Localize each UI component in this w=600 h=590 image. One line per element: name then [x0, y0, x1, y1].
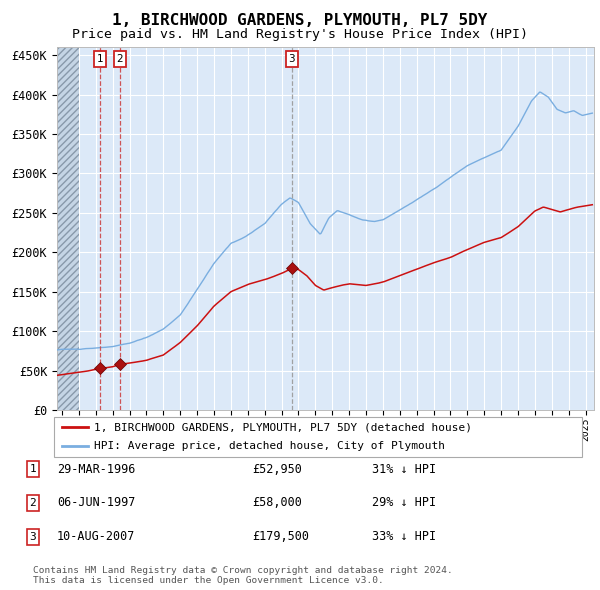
Text: £58,000: £58,000 — [252, 496, 302, 509]
Text: 31% ↓ HPI: 31% ↓ HPI — [372, 463, 436, 476]
Text: 1: 1 — [97, 54, 103, 64]
Text: HPI: Average price, detached house, City of Plymouth: HPI: Average price, detached house, City… — [94, 441, 445, 451]
Text: Contains HM Land Registry data © Crown copyright and database right 2024.
This d: Contains HM Land Registry data © Crown c… — [33, 566, 453, 585]
Text: 3: 3 — [289, 54, 295, 64]
Text: £52,950: £52,950 — [252, 463, 302, 476]
Text: 2: 2 — [116, 54, 124, 64]
Text: 29-MAR-1996: 29-MAR-1996 — [57, 463, 136, 476]
Text: Price paid vs. HM Land Registry's House Price Index (HPI): Price paid vs. HM Land Registry's House … — [72, 28, 528, 41]
Text: 1, BIRCHWOOD GARDENS, PLYMOUTH, PL7 5DY (detached house): 1, BIRCHWOOD GARDENS, PLYMOUTH, PL7 5DY … — [94, 422, 472, 432]
FancyBboxPatch shape — [54, 417, 582, 457]
Text: 33% ↓ HPI: 33% ↓ HPI — [372, 530, 436, 543]
Text: 3: 3 — [29, 532, 37, 542]
Text: 29% ↓ HPI: 29% ↓ HPI — [372, 496, 436, 509]
Text: 06-JUN-1997: 06-JUN-1997 — [57, 496, 136, 509]
Bar — [57, 47, 79, 410]
Text: 10-AUG-2007: 10-AUG-2007 — [57, 530, 136, 543]
Text: 1, BIRCHWOOD GARDENS, PLYMOUTH, PL7 5DY: 1, BIRCHWOOD GARDENS, PLYMOUTH, PL7 5DY — [112, 13, 488, 28]
Text: 1: 1 — [29, 464, 37, 474]
Text: 2: 2 — [29, 498, 37, 507]
Text: £179,500: £179,500 — [252, 530, 309, 543]
